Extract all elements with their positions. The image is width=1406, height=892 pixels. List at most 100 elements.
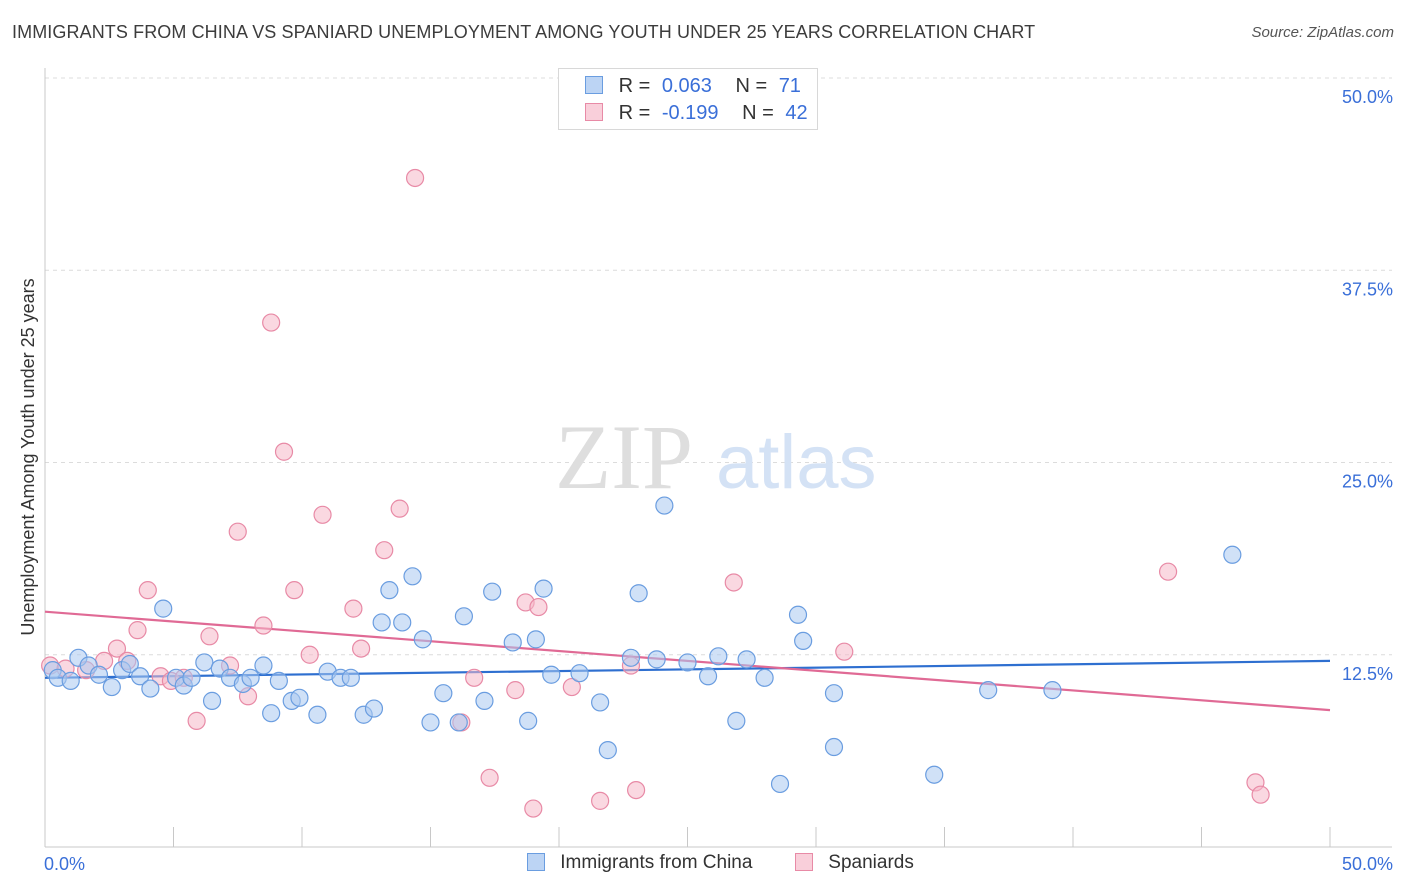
bottom-legend-spaniards: Spaniards xyxy=(795,852,914,874)
point-china xyxy=(262,704,281,723)
point-china xyxy=(403,567,422,586)
point-china xyxy=(737,650,756,669)
point-china xyxy=(647,650,666,669)
point-china xyxy=(788,605,808,624)
point-china xyxy=(655,496,674,515)
x-tick-label: 0.0% xyxy=(44,854,85,874)
y-tick-label: 25.0% xyxy=(1342,472,1393,492)
point-spaniards xyxy=(313,505,332,524)
source-label: Source: ZipAtlas.com xyxy=(1251,24,1394,41)
point-spaniards xyxy=(1158,562,1178,581)
point-china xyxy=(413,630,432,649)
point-spaniards xyxy=(228,522,247,541)
point-spaniards xyxy=(626,780,646,800)
point-spaniards xyxy=(128,621,147,640)
point-china xyxy=(824,737,844,757)
legend-n-label: N = xyxy=(742,102,774,124)
point-china xyxy=(591,693,610,712)
point-china xyxy=(341,668,360,687)
point-china xyxy=(380,581,399,600)
point-spaniards xyxy=(375,541,394,560)
y-tick-label: 50.0% xyxy=(1342,87,1393,107)
point-china xyxy=(483,582,502,601)
legend-row-china: R = 0.063 N = 71 xyxy=(585,75,801,99)
legend-n-value: 42 xyxy=(785,102,808,124)
point-china xyxy=(629,584,648,603)
point-china xyxy=(824,684,844,703)
point-china xyxy=(141,679,160,698)
bottom-legend-label-spaniards: Spaniards xyxy=(828,852,914,873)
point-china xyxy=(372,613,391,632)
point-spaniards xyxy=(465,668,484,687)
y-axis-label: Unemployment Among Youth under 25 years xyxy=(18,278,38,635)
point-china xyxy=(1043,681,1062,700)
point-spaniards xyxy=(390,499,409,518)
point-spaniards xyxy=(254,616,273,635)
point-china xyxy=(393,613,412,632)
point-spaniards xyxy=(591,791,610,810)
legend-r-label: R = xyxy=(618,75,651,97)
point-china xyxy=(254,656,273,675)
legend-n-value: 71 xyxy=(778,75,801,97)
point-china xyxy=(770,774,790,794)
point-spaniards xyxy=(529,597,548,617)
point-spaniards xyxy=(274,442,294,461)
watermark-zip: ZIP xyxy=(555,406,693,508)
point-china xyxy=(130,667,150,686)
point-china xyxy=(709,647,728,666)
point-china xyxy=(794,631,813,651)
axes xyxy=(44,68,1392,848)
point-china xyxy=(598,741,617,760)
point-spaniards xyxy=(405,168,425,188)
bottom-legend-swatch-china xyxy=(527,853,545,871)
point-china xyxy=(308,705,327,724)
legend-n-label: N = xyxy=(735,75,768,97)
bottom-legend-swatch-spaniards xyxy=(795,853,813,871)
point-china xyxy=(202,691,222,710)
point-spaniards xyxy=(138,581,157,600)
point-china xyxy=(120,654,139,674)
point-china xyxy=(727,711,746,730)
point-china xyxy=(979,681,998,700)
legend-row-spaniards: R = -0.199 N = 42 xyxy=(585,102,808,126)
chart-title: IMMIGRANTS FROM CHINA VS SPANIARD UNEMPL… xyxy=(12,22,1036,42)
point-china xyxy=(925,765,944,784)
point-spaniards xyxy=(187,711,206,730)
point-spaniards xyxy=(107,639,127,658)
point-spaniards xyxy=(1251,785,1270,804)
point-china xyxy=(434,684,453,703)
point-china xyxy=(542,665,561,684)
point-china xyxy=(61,671,80,690)
point-china xyxy=(182,668,201,687)
point-china xyxy=(621,648,641,667)
point-spaniards xyxy=(344,599,363,618)
point-china xyxy=(241,668,260,687)
point-china xyxy=(526,630,545,649)
legend-r-value: 0.063 xyxy=(661,75,712,97)
bottom-legend-china: Immigrants from China xyxy=(527,852,752,874)
point-spaniards xyxy=(524,799,543,818)
legend-r-label: R = xyxy=(618,102,651,124)
point-spaniards xyxy=(285,581,304,600)
point-china xyxy=(570,664,589,683)
point-china xyxy=(364,699,384,718)
point-china xyxy=(421,713,440,732)
tick-labels: 12.5% 25.0% 37.5% 50.0% 0.0% 50.0% xyxy=(44,87,1393,874)
point-spaniards xyxy=(724,573,743,592)
watermark: ZIP atlas xyxy=(555,406,877,508)
grid-lines xyxy=(45,77,1392,656)
point-china xyxy=(195,653,214,672)
bottom-legend-label-china: Immigrants from China xyxy=(560,852,753,873)
point-china xyxy=(102,677,121,697)
point-spaniards xyxy=(200,627,219,646)
legend-swatch-spaniards xyxy=(585,103,603,121)
point-china xyxy=(269,671,288,690)
point-china xyxy=(449,713,468,732)
point-china xyxy=(454,607,474,626)
y-tick-label: 37.5% xyxy=(1342,279,1393,299)
point-china xyxy=(290,688,309,707)
legend-r-value: -0.199 xyxy=(661,102,719,124)
point-china xyxy=(698,667,718,686)
x-tick-label: 50.0% xyxy=(1342,854,1393,874)
